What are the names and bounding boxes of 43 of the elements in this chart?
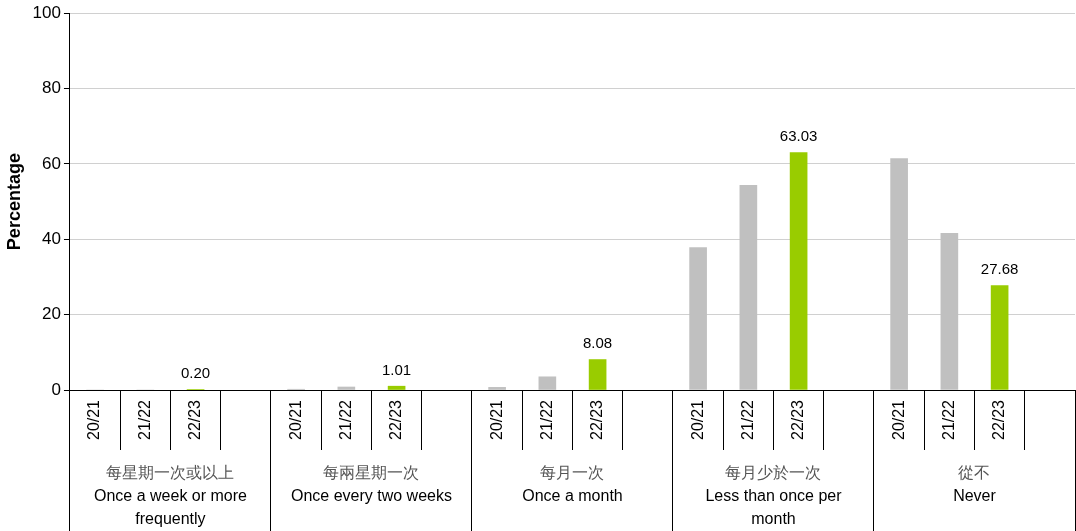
x-tick-label: 從不 Never [953, 464, 997, 505]
y-tick-label: 0 [51, 379, 61, 399]
x-tick-label: 每月一次 Once a month [522, 464, 623, 505]
bar [387, 385, 406, 390]
y-axis-title: Percentage [3, 153, 24, 251]
bar [538, 376, 557, 390]
text: 22/23 [789, 399, 807, 441]
x-tick-label: 每月少於一次 Less than once per month [705, 464, 843, 528]
y-tick-label: 80 [42, 78, 61, 98]
text: 21/22 [336, 399, 354, 441]
text: 21/22 [537, 399, 555, 441]
data-label: 63.03 [779, 127, 818, 145]
bar [488, 387, 506, 390]
bar [337, 386, 356, 390]
bar [789, 152, 808, 390]
data-label: 27.68 [980, 260, 1019, 278]
bar [990, 285, 1009, 390]
bar [739, 185, 758, 390]
text: 20/21 [889, 399, 907, 441]
y-tick-label: 60 [42, 153, 61, 173]
text: 22/23 [990, 399, 1008, 441]
bar [689, 247, 707, 390]
y-tick-label: 40 [42, 228, 61, 248]
x-tick-label: 每星期一次或以上 Once a week or more frequently [93, 464, 248, 528]
text: 22/23 [186, 399, 203, 441]
text: 20/21 [688, 399, 706, 441]
bar [940, 232, 959, 390]
text: 22/23 [387, 399, 405, 441]
data-label: 8.08 [583, 334, 613, 352]
text: 21/22 [738, 399, 756, 441]
bar [890, 158, 908, 390]
data-label: 0.20 [180, 363, 211, 381]
text: 21/22 [939, 399, 957, 441]
text: 22/23 [588, 399, 606, 441]
x-tick-label: 每兩星期一次 Once every two weeks [291, 464, 452, 505]
text: 20/21 [286, 399, 304, 441]
data-label: 1.01 [382, 360, 412, 378]
y-tick-label: 20 [42, 304, 61, 324]
bar [588, 359, 607, 390]
text: 20/21 [487, 399, 505, 441]
y-tick-label: 100 [32, 2, 61, 22]
text: 20/21 [85, 399, 103, 441]
text: 21/22 [135, 399, 153, 441]
